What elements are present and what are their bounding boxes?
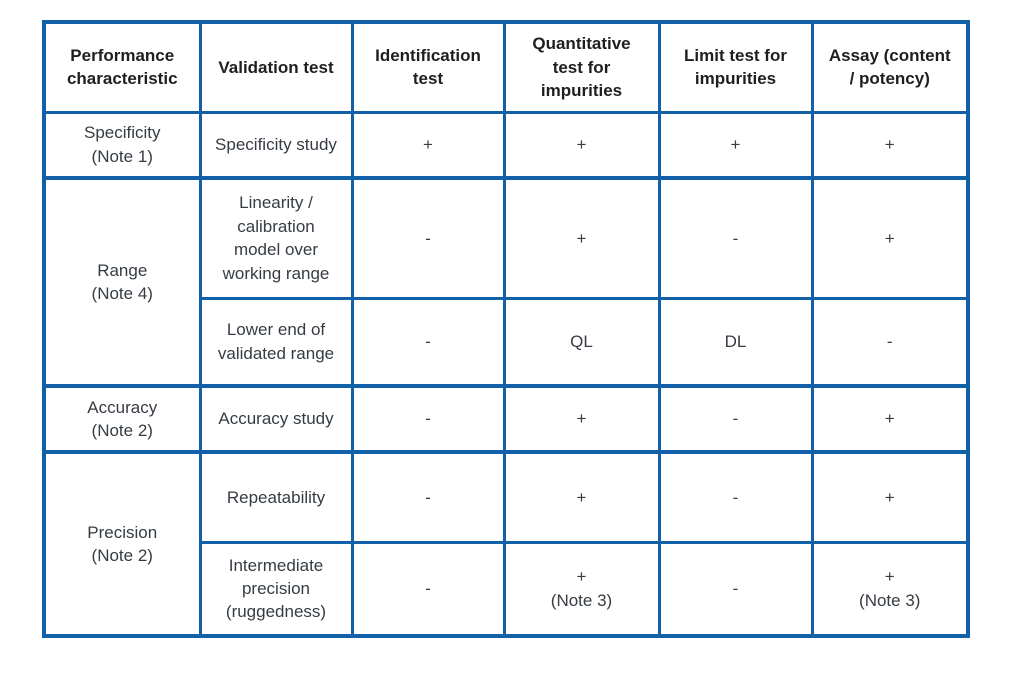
validation-table-container: Performance characteristic Validation te… <box>42 20 970 638</box>
cell-value: + <box>657 110 814 180</box>
cell-characteristic-specificity: Specificity (Note 1) <box>42 110 202 180</box>
cell-value: + <box>502 384 661 454</box>
cell-value: - <box>810 296 970 388</box>
row-precision-intermediate: Intermediate precision (ruggedness) - + … <box>44 540 970 638</box>
cell-test-lower-end: Lower end of validated range <box>198 296 354 388</box>
cell-characteristic-precision: Precision (Note 2) <box>42 450 202 638</box>
cell-value: - <box>350 450 506 544</box>
cell-test-linearity: Linearity / calibration model over worki… <box>198 176 354 300</box>
cell-value: + (Note 3) <box>502 540 661 638</box>
cell-value: - <box>657 540 814 638</box>
header-quantitative-test-impurities: Quantitative test for impurities <box>502 20 661 114</box>
header-limit-test-impurities: Limit test for impurities <box>657 20 814 114</box>
row-specificity: Specificity (Note 1) Specificity study +… <box>42 110 970 180</box>
cell-value: + <box>810 450 970 544</box>
cell-test-accuracy-study: Accuracy study <box>198 384 354 454</box>
row-precision-repeatability: Precision (Note 2) Repeatability - + - + <box>42 450 970 638</box>
cell-characteristic-range: Range (Note 4) <box>42 176 202 388</box>
cell-value: - <box>350 296 506 388</box>
cell-value: + (Note 3) <box>810 540 970 638</box>
cell-characteristic-accuracy: Accuracy (Note 2) <box>42 384 202 454</box>
cell-value: + <box>350 110 506 180</box>
cell-test-intermediate-precision: Intermediate precision (ruggedness) <box>198 540 354 638</box>
cell-test-repeatability: Repeatability <box>198 450 354 544</box>
cell-value: - <box>657 450 814 544</box>
header-validation-test: Validation test <box>198 20 354 114</box>
cell-value: + <box>502 110 661 180</box>
cell-value: - <box>657 384 814 454</box>
cell-value: + <box>810 384 970 454</box>
header-identification-test: Identification test <box>350 20 506 114</box>
cell-value: - <box>350 176 506 300</box>
header-row: Performance characteristic Validation te… <box>42 20 970 114</box>
row-range-lower-end: Lower end of validated range - QL DL - <box>44 296 970 388</box>
cell-value: QL <box>502 296 661 388</box>
cell-value: + <box>810 176 970 300</box>
cell-test-specificity-study: Specificity study <box>198 110 354 180</box>
cell-value: - <box>350 540 506 638</box>
cell-value: DL <box>657 296 814 388</box>
validation-table: Performance characteristic Validation te… <box>42 20 970 638</box>
cell-value: + <box>502 450 661 544</box>
header-assay-content-potency: Assay (content / potency) <box>810 20 970 114</box>
cell-value: + <box>502 176 661 300</box>
cell-value: - <box>350 384 506 454</box>
row-range-linearity: Range (Note 4) Linearity / calibration m… <box>42 176 970 388</box>
row-accuracy: Accuracy (Note 2) Accuracy study - + - + <box>42 384 970 454</box>
cell-value: - <box>657 176 814 300</box>
header-performance-characteristic: Performance characteristic <box>42 20 202 114</box>
cell-value: + <box>810 110 970 180</box>
